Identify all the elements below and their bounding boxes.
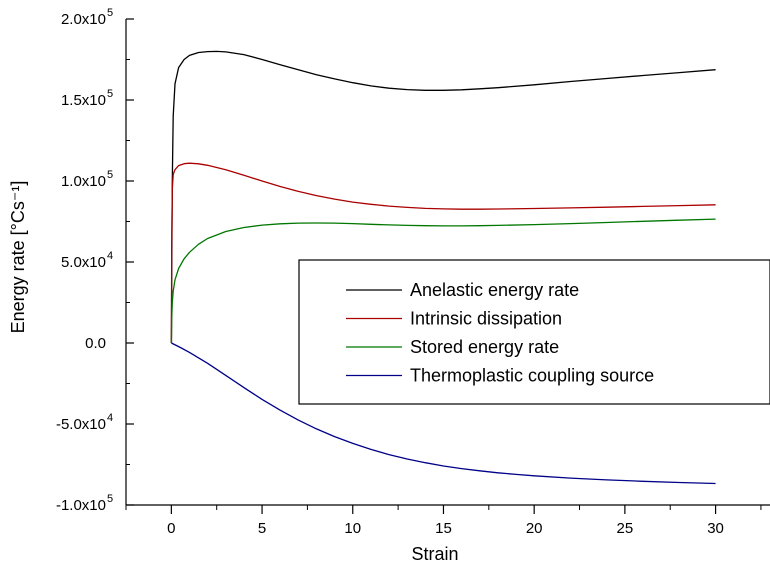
x-tick-label: 15 bbox=[435, 520, 452, 537]
series-line bbox=[171, 342, 716, 485]
axes: -1.0x10 5-5.0x10 40.05.0x10 41.0x10 51.5x10 5… bbox=[56, 7, 770, 537]
y-tick-exponent: 5 bbox=[107, 88, 113, 100]
legend-label: Thermoplastic coupling source bbox=[410, 366, 654, 386]
legend: Anelastic energy rate Intrinsic dissipati… bbox=[298, 259, 770, 405]
y-axis-title: Energy rate [°Cs⁻¹] bbox=[8, 181, 28, 334]
x-tick-label: 0 bbox=[167, 520, 175, 537]
y-tick-exponent: 5 bbox=[107, 169, 113, 181]
x-axis-title: Strain bbox=[411, 544, 458, 564]
y-tick-exponent: 4 bbox=[107, 412, 113, 424]
legend-label: Stored energy rate bbox=[410, 337, 559, 357]
legend-label: Anelastic energy rate bbox=[410, 280, 579, 300]
x-tick-label: 5 bbox=[258, 520, 266, 537]
legend-box bbox=[298, 259, 770, 405]
y-tick-label: -1.0x10 bbox=[56, 497, 106, 514]
y-tick-label: 1.5x10 bbox=[61, 92, 106, 109]
y-tick-label: 1.0x10 bbox=[61, 173, 106, 190]
x-tick-label: 20 bbox=[526, 520, 543, 537]
y-tick-exponent: 5 bbox=[107, 7, 113, 19]
series-line bbox=[170, 218, 716, 344]
legend-label: Intrinsic dissipation bbox=[410, 309, 562, 329]
x-tick-label: 25 bbox=[617, 520, 634, 537]
y-tick-label: 2.0x10 bbox=[61, 11, 106, 28]
series-line bbox=[170, 50, 716, 344]
y-tick-label: -5.0x10 bbox=[56, 416, 106, 433]
x-tick-label: 10 bbox=[344, 520, 361, 537]
series-lines bbox=[170, 50, 716, 485]
x-tick-label: 30 bbox=[707, 520, 724, 537]
y-tick-exponent: 4 bbox=[107, 250, 113, 262]
y-tick-label: 0.0 bbox=[85, 335, 106, 352]
y-tick-exponent: 5 bbox=[107, 493, 113, 505]
series-line bbox=[170, 162, 716, 344]
y-tick-label: 5.0x10 bbox=[61, 254, 106, 271]
